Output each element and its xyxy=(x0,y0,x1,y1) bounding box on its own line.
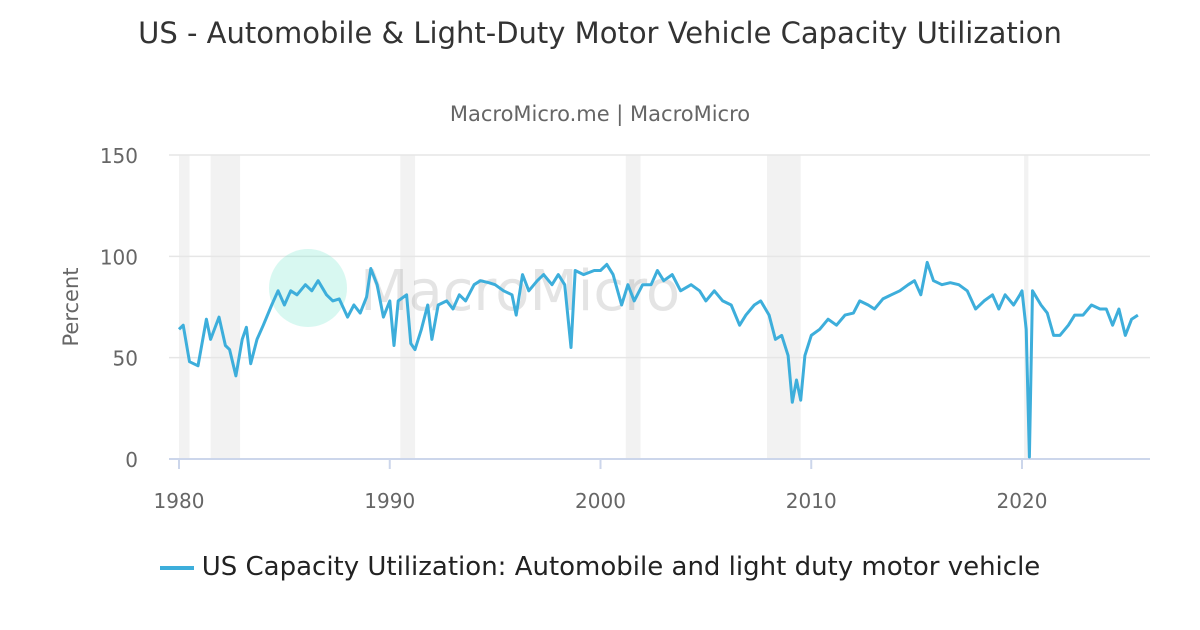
recession-band xyxy=(1024,155,1029,459)
y-tick-label: 0 xyxy=(125,448,138,472)
legend-swatch xyxy=(159,565,194,570)
recession-band xyxy=(625,155,641,459)
recession-band xyxy=(766,155,801,459)
series-line xyxy=(177,260,1139,459)
recession-band xyxy=(210,155,241,459)
x-tick-label: 2020 xyxy=(997,489,1048,513)
legend[interactable]: US Capacity Utilization: Automobile and … xyxy=(0,552,1200,582)
chart-title: US - Automobile & Light-Duty Motor Vehic… xyxy=(138,16,1062,50)
y-axis-label: Percent xyxy=(59,267,83,346)
y-tick-label: 50 xyxy=(113,347,138,371)
chart-subtitle: MacroMicro.me | MacroMicro xyxy=(449,102,751,126)
x-tick-label: 2010 xyxy=(786,489,837,513)
x-tick-label: 2000 xyxy=(575,489,626,513)
y-tick-label: 100 xyxy=(100,245,138,269)
legend-label: US Capacity Utilization: Automobile and … xyxy=(201,552,1041,582)
x-tick-label: 1990 xyxy=(364,489,415,513)
recession-band xyxy=(179,155,190,459)
y-tick-label: 150 xyxy=(100,144,138,168)
x-tick-label: 1980 xyxy=(154,489,205,513)
